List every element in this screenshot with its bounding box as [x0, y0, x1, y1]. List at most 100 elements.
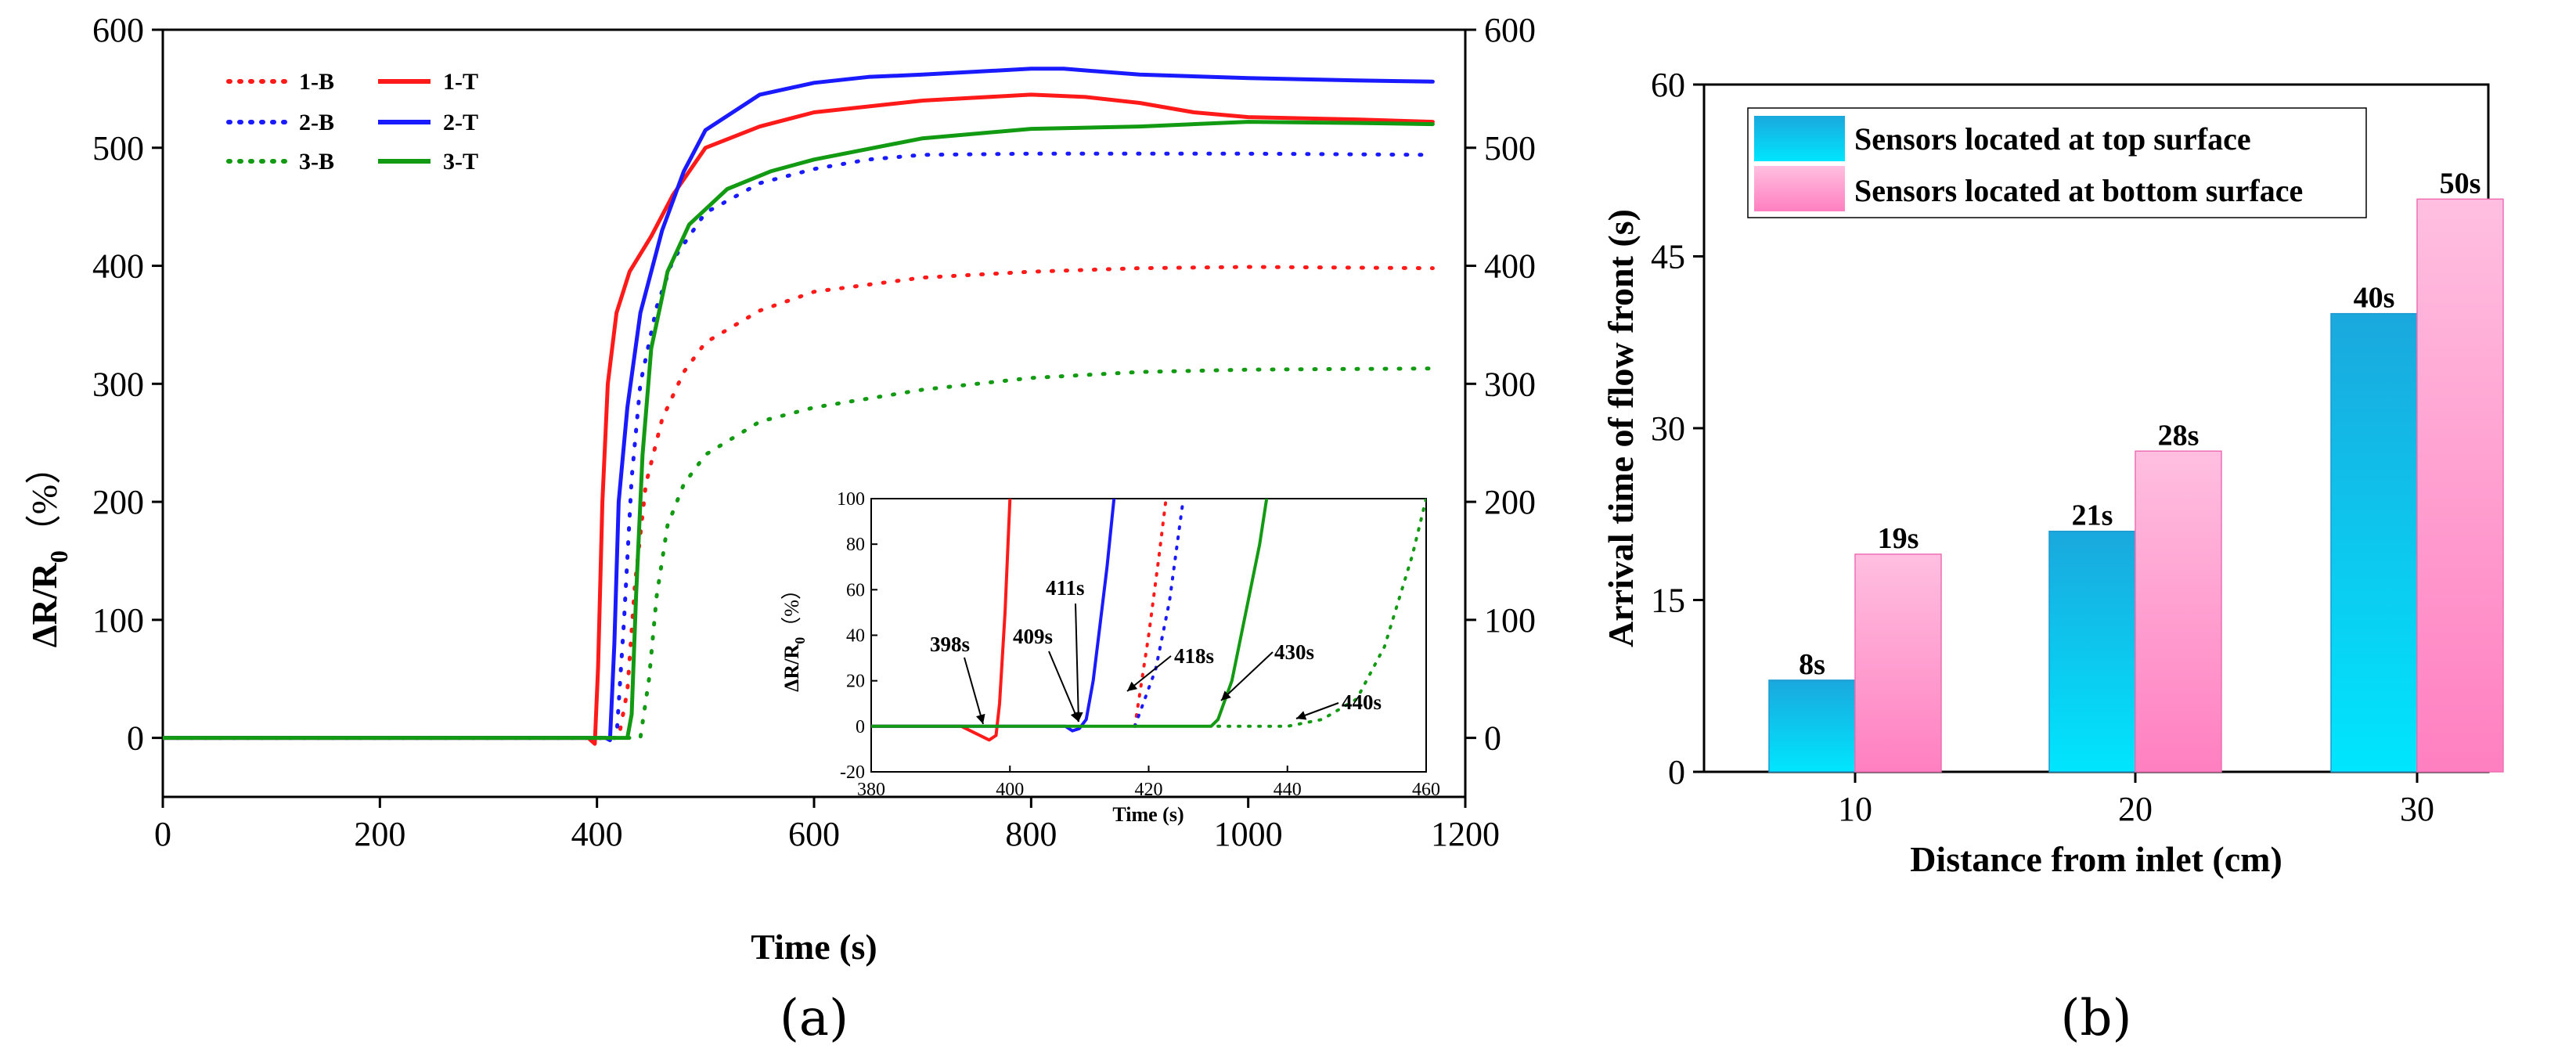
chart-a-x-tick-label: 0	[154, 815, 171, 853]
inset-x-ticks: 380 400 420 440 460	[857, 766, 1440, 800]
chart-b-y-axis-label: Arrival time of flow front (s)	[1601, 209, 1641, 647]
chart-a-y-tick-label-right: 400	[1484, 247, 1536, 286]
chart-a-x-tick-label: 600	[788, 815, 840, 853]
inset-annotation-arrow	[1220, 651, 1274, 701]
chart-a-series-line-3-t	[163, 120, 1435, 741]
bar-bottom-surface	[2416, 198, 2504, 773]
inset-annotation-arrow	[1075, 603, 1079, 723]
inset-y-label-main: ΔR/R	[780, 644, 803, 692]
bar-top-surface	[1768, 679, 1856, 773]
chart-b-x-ticks: 10 20 30	[1838, 772, 2434, 828]
legend-label-2t: 2-T	[443, 110, 478, 135]
chart-b-y-tick-label: 15	[1651, 582, 1685, 620]
chart-b-bars: 8s 19s 21s 28s 40s 50s	[1768, 167, 2504, 773]
chart-a-y-tick-label: 200	[92, 483, 144, 521]
chart-a-y-tick-label: 600	[92, 11, 144, 49]
inset-y-tick-label: 0	[856, 717, 865, 737]
chart-a-y-tick-label: 300	[92, 365, 144, 403]
inset-annotation-label: 411s	[1046, 576, 1085, 600]
chart-a-x-tick-label: 400	[571, 815, 623, 853]
chart-a-series-line-2-t	[163, 67, 1435, 743]
inset-annotation-label: 430s	[1274, 640, 1314, 664]
chart-a-y-axis-label: ΔR/R0（%）	[24, 449, 73, 647]
chart-b-x-tick-label: 20	[2118, 790, 2153, 828]
legend-label-bottom: Sensors located at bottom surface	[1854, 173, 2303, 208]
chart-a-y-tick-label: 500	[92, 129, 144, 168]
inset-series-line-3-t	[871, 499, 1269, 728]
inset-annotation-arrowhead	[1221, 690, 1231, 701]
inset-y-label-sub: 0	[792, 637, 808, 644]
bar-value-label: 40s	[2354, 282, 2395, 315]
chart-a-x-tick-label: 1200	[1431, 815, 1500, 853]
chart-a-x-axis-label: Time (s)	[751, 927, 877, 967]
chart-a-y-label-sub: 0	[45, 550, 73, 563]
chart-b-legend: Sensors located at top surface Sensors l…	[1747, 107, 2367, 218]
chart-a-series	[163, 67, 1435, 746]
bar-top-surface	[2048, 530, 2136, 773]
inset-series-line-2-b	[1133, 499, 1185, 728]
chart-a-y-tick-label: 400	[92, 247, 144, 286]
chart-b-x-axis-label: Distance from inlet (cm)	[1910, 839, 2282, 879]
chart-a-x-tick-label: 800	[1005, 815, 1057, 853]
chart-a-series-line-1-t	[163, 92, 1435, 746]
inset-y-ticks: -20 0 20 40 60 80 100	[837, 489, 877, 783]
inset-annotation-arrow	[964, 657, 984, 725]
chart-b-x-tick-label: 10	[1838, 790, 1872, 828]
inset-y-tick-label: 40	[846, 626, 865, 647]
inset-y-tick-label: 60	[846, 580, 865, 600]
bar-value-label: 50s	[2440, 167, 2481, 200]
chart-a-inset: 380 400 420 440 460 -20 0 20 40 60 80 100 398s 409s…	[780, 489, 1440, 826]
chart-b-y-tick-label: 30	[1651, 409, 1685, 448]
bar-value-label: 28s	[2158, 419, 2200, 452]
panel-label-b: (b)	[2061, 989, 2132, 1047]
inset-annotations: 398s 409s 411s 418s 430s 440s	[930, 576, 1382, 725]
chart-b-y-tick-label: 0	[1668, 753, 1685, 791]
chart-a-x-ticks: 0 200 400 600 800 1000 1200	[154, 797, 1500, 853]
inset-x-tick-label: 460	[1412, 780, 1440, 800]
inset-annotation-arrowhead	[1073, 712, 1083, 722]
bar-bottom-surface	[1854, 553, 1942, 773]
chart-b-y-tick-label: 60	[1651, 66, 1685, 104]
inset-annotation-arrowhead	[1296, 711, 1307, 720]
legend-label-1b: 1-B	[299, 69, 334, 95]
chart-b-legend-box	[1747, 107, 2367, 218]
inset-annotation-label: 398s	[930, 633, 970, 656]
chart-b: 0 15 30 45 60 10 20 30 8s 19s 21s 28s 40s 50s Dista…	[1601, 66, 2504, 1047]
chart-a-series-line-3-b	[163, 366, 1435, 741]
inset-y-axis-label: ΔR/R0（%）	[780, 579, 808, 692]
inset-series	[871, 499, 1426, 742]
chart-a-y-tick-label-right: 100	[1484, 601, 1536, 640]
bar-value-label: 21s	[2072, 499, 2113, 532]
inset-annotation-arrowhead	[1127, 681, 1138, 691]
inset-y-tick-label: -20	[840, 762, 865, 783]
inset-annotation-label: 440s	[1342, 690, 1382, 714]
inset-x-tick-label: 440	[1274, 780, 1302, 800]
inset-annotation-label: 409s	[1013, 625, 1053, 648]
legend-label-1t: 1-T	[443, 69, 478, 95]
inset-annotation-label: 418s	[1174, 644, 1214, 668]
chart-b-y-tick-label: 45	[1651, 238, 1685, 276]
inset-annotation-arrow	[1048, 651, 1079, 723]
inset-y-tick-label: 20	[846, 672, 865, 692]
panel-label-a: (a)	[780, 989, 848, 1047]
chart-a-x-tick-label: 200	[354, 815, 405, 853]
chart-a-y-tick-label-right: 600	[1484, 11, 1536, 49]
chart-a-y-tick-label-right: 200	[1484, 483, 1536, 521]
chart-a-y-label-unit: （%）	[24, 449, 64, 550]
chart-a-y-tick-label: 100	[92, 601, 144, 640]
inset-annotation-arrowhead	[975, 713, 985, 724]
inset-x-axis-label: Time (s)	[1112, 803, 1184, 826]
legend-label-3b: 3-B	[299, 149, 334, 175]
legend-swatch-bottom	[1754, 166, 1845, 211]
bar-top-surface	[2330, 312, 2418, 773]
chart-a-y-tick-label: 0	[127, 719, 144, 758]
bar-value-label: 8s	[1799, 648, 1825, 681]
chart-a-y-label-main: ΔR/R	[24, 562, 64, 647]
chart-b-y-ticks: 0 15 30 45 60	[1651, 66, 1704, 791]
legend-label-2b: 2-B	[299, 110, 334, 135]
inset-y-label-unit: （%）	[780, 579, 803, 637]
bar-value-label: 19s	[1878, 522, 1919, 555]
inset-x-tick-label: 420	[1135, 780, 1163, 800]
